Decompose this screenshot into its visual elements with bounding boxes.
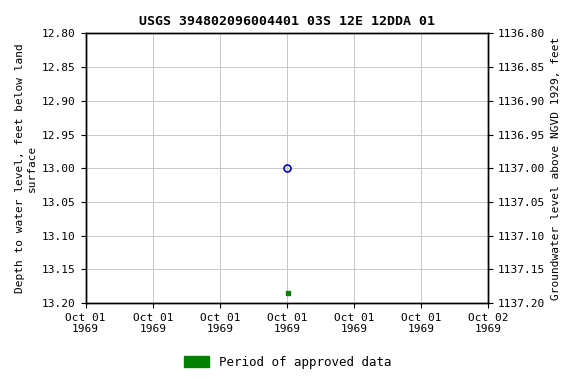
Y-axis label: Groundwater level above NGVD 1929, feet: Groundwater level above NGVD 1929, feet [551,36,561,300]
Legend: Period of approved data: Period of approved data [179,351,397,374]
Title: USGS 394802096004401 03S 12E 12DDA 01: USGS 394802096004401 03S 12E 12DDA 01 [139,15,435,28]
Y-axis label: Depth to water level, feet below land
surface: Depth to water level, feet below land su… [15,43,37,293]
